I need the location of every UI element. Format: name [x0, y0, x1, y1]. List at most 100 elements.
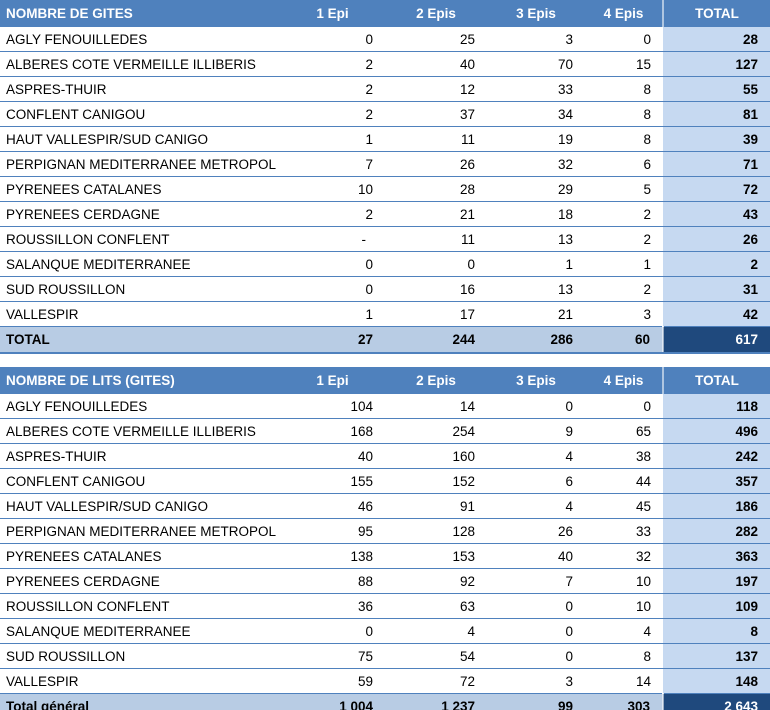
value-cell: 11 [385, 226, 487, 252]
grand-total-cell: 617 [662, 326, 770, 354]
region-cell: HAUT VALLESPIR/SUD CANIGO [0, 493, 280, 519]
value-cell: 18 [487, 201, 585, 227]
column-header-total: TOTAL [662, 0, 770, 27]
value-cell: 0 [280, 276, 385, 302]
value-cell: 16 [385, 276, 487, 302]
table-row: ALBERES COTE VERMEILLE ILLIBERIS 2 40 70 15 1… [0, 51, 770, 77]
row-total-cell: 28 [663, 27, 770, 52]
value-cell: 7 [487, 568, 585, 594]
value-cell: 8 [585, 101, 663, 127]
value-cell: 1 [585, 251, 663, 277]
table-row: PYRENEES CERDAGNE 88 92 7 10 197 [0, 568, 770, 594]
row-total-cell: 186 [663, 493, 770, 519]
row-total-cell: 43 [663, 201, 770, 227]
value-cell: 0 [385, 251, 487, 277]
value-cell: 138 [280, 543, 385, 569]
value-cell: 59 [280, 668, 385, 694]
region-cell: PYRENEES CATALANES [0, 176, 280, 202]
region-cell: PYRENEES CERDAGNE [0, 201, 280, 227]
value-cell: 155 [280, 468, 385, 494]
value-cell: 38 [585, 443, 663, 469]
table-row: PYRENEES CERDAGNE 2 21 18 2 43 [0, 201, 770, 227]
table-row: VALLESPIR 59 72 3 14 148 [0, 668, 770, 694]
total-value-cell: 244 [385, 326, 487, 354]
column-header-total: TOTAL [662, 367, 770, 394]
table-row: PERPIGNAN MEDITERRANEE METROPOL 95 128 26 33… [0, 518, 770, 544]
value-cell: 72 [385, 668, 487, 694]
value-cell: 4 [487, 493, 585, 519]
header-row: NOMBRE DE LITS (GITES) 1 Epi 2 Epis 3 Epis 4… [0, 367, 770, 394]
column-header-2-epis: 2 Epis [385, 367, 487, 394]
value-cell: 46 [280, 493, 385, 519]
column-header-3-epis: 3 Epis [487, 367, 585, 394]
header-row: NOMBRE DE GITES 1 Epi 2 Epis 3 Epis 4 Epis TO… [0, 0, 770, 27]
value-cell: - [280, 226, 385, 252]
row-total-cell: 55 [663, 76, 770, 102]
region-cell: ASPRES-THUIR [0, 443, 280, 469]
row-total-cell: 197 [663, 568, 770, 594]
value-cell: 1 [487, 251, 585, 277]
value-cell: 34 [487, 101, 585, 127]
value-cell: 128 [385, 518, 487, 544]
value-cell: 40 [385, 51, 487, 77]
row-total-cell: 81 [663, 101, 770, 127]
value-cell: 9 [487, 418, 585, 444]
value-cell: 10 [280, 176, 385, 202]
value-cell: 2 [280, 101, 385, 127]
value-cell: 0 [487, 643, 585, 669]
column-header-4-epis: 4 Epis [585, 0, 663, 27]
region-cell: ASPRES-THUIR [0, 76, 280, 102]
total-value-cell: 60 [585, 326, 663, 354]
table-title: NOMBRE DE LITS (GITES) [0, 367, 280, 394]
value-cell: 36 [280, 593, 385, 619]
row-total-cell: 127 [663, 51, 770, 77]
table-nombre-de-gites: NOMBRE DE GITES 1 Epi 2 Epis 3 Epis 4 Epis TO… [0, 0, 770, 354]
value-cell: 0 [487, 618, 585, 644]
value-cell: 8 [585, 126, 663, 152]
column-header-3-epis: 3 Epis [487, 0, 585, 27]
row-total-cell: 31 [663, 276, 770, 302]
table-row: ROUSSILLON CONFLENT -11 13 2 26 [0, 226, 770, 252]
table-row: AGLY FENOUILLEDES 104 14 0 0 118 [0, 394, 770, 419]
row-total-cell: 118 [663, 394, 770, 419]
region-cell: SALANQUE MEDITERRANEE [0, 251, 280, 277]
row-total-cell: 2 [663, 251, 770, 277]
value-cell: 0 [280, 27, 385, 52]
value-cell: 40 [487, 543, 585, 569]
value-cell: 13 [487, 276, 585, 302]
value-cell: 2 [280, 51, 385, 77]
value-cell: 29 [487, 176, 585, 202]
row-total-cell: 242 [663, 443, 770, 469]
row-total-cell: 39 [663, 126, 770, 152]
value-cell: 19 [487, 126, 585, 152]
row-total-cell: 363 [663, 543, 770, 569]
row-total-cell: 496 [663, 418, 770, 444]
value-cell: 10 [585, 568, 663, 594]
value-cell: 254 [385, 418, 487, 444]
value-cell: 4 [385, 618, 487, 644]
table-row: SALANQUE MEDITERRANEE 0 4 0 4 8 [0, 618, 770, 644]
region-cell: PERPIGNAN MEDITERRANEE METROPOL [0, 518, 280, 544]
table-row: AGLY FENOUILLEDES 0 25 3 0 28 [0, 27, 770, 52]
row-total-cell: 148 [663, 668, 770, 694]
value-cell: 153 [385, 543, 487, 569]
value-cell: 5 [585, 176, 663, 202]
value-cell: 4 [487, 443, 585, 469]
value-cell: 15 [585, 51, 663, 77]
region-cell: SUD ROUSSILLON [0, 276, 280, 302]
column-header-1-epi: 1 Epi [280, 0, 385, 27]
value-cell: 44 [585, 468, 663, 494]
total-value-cell: 1 237 [385, 693, 487, 710]
value-cell: 0 [487, 394, 585, 419]
table-row: ROUSSILLON CONFLENT 36 63 0 10 109 [0, 593, 770, 619]
table-row: CONFLENT CANIGOU 2 37 34 8 81 [0, 101, 770, 127]
total-value-cell: 286 [487, 326, 585, 354]
value-cell: 0 [280, 618, 385, 644]
value-cell: 0 [585, 27, 663, 52]
table-row: SALANQUE MEDITERRANEE 0 0 1 1 2 [0, 251, 770, 277]
value-cell: 8 [585, 643, 663, 669]
table-row: PERPIGNAN MEDITERRANEE METROPOL 7 26 32 6 71 [0, 151, 770, 177]
column-header-1-epi: 1 Epi [280, 367, 385, 394]
region-cell: AGLY FENOUILLEDES [0, 27, 280, 52]
value-cell: 40 [280, 443, 385, 469]
